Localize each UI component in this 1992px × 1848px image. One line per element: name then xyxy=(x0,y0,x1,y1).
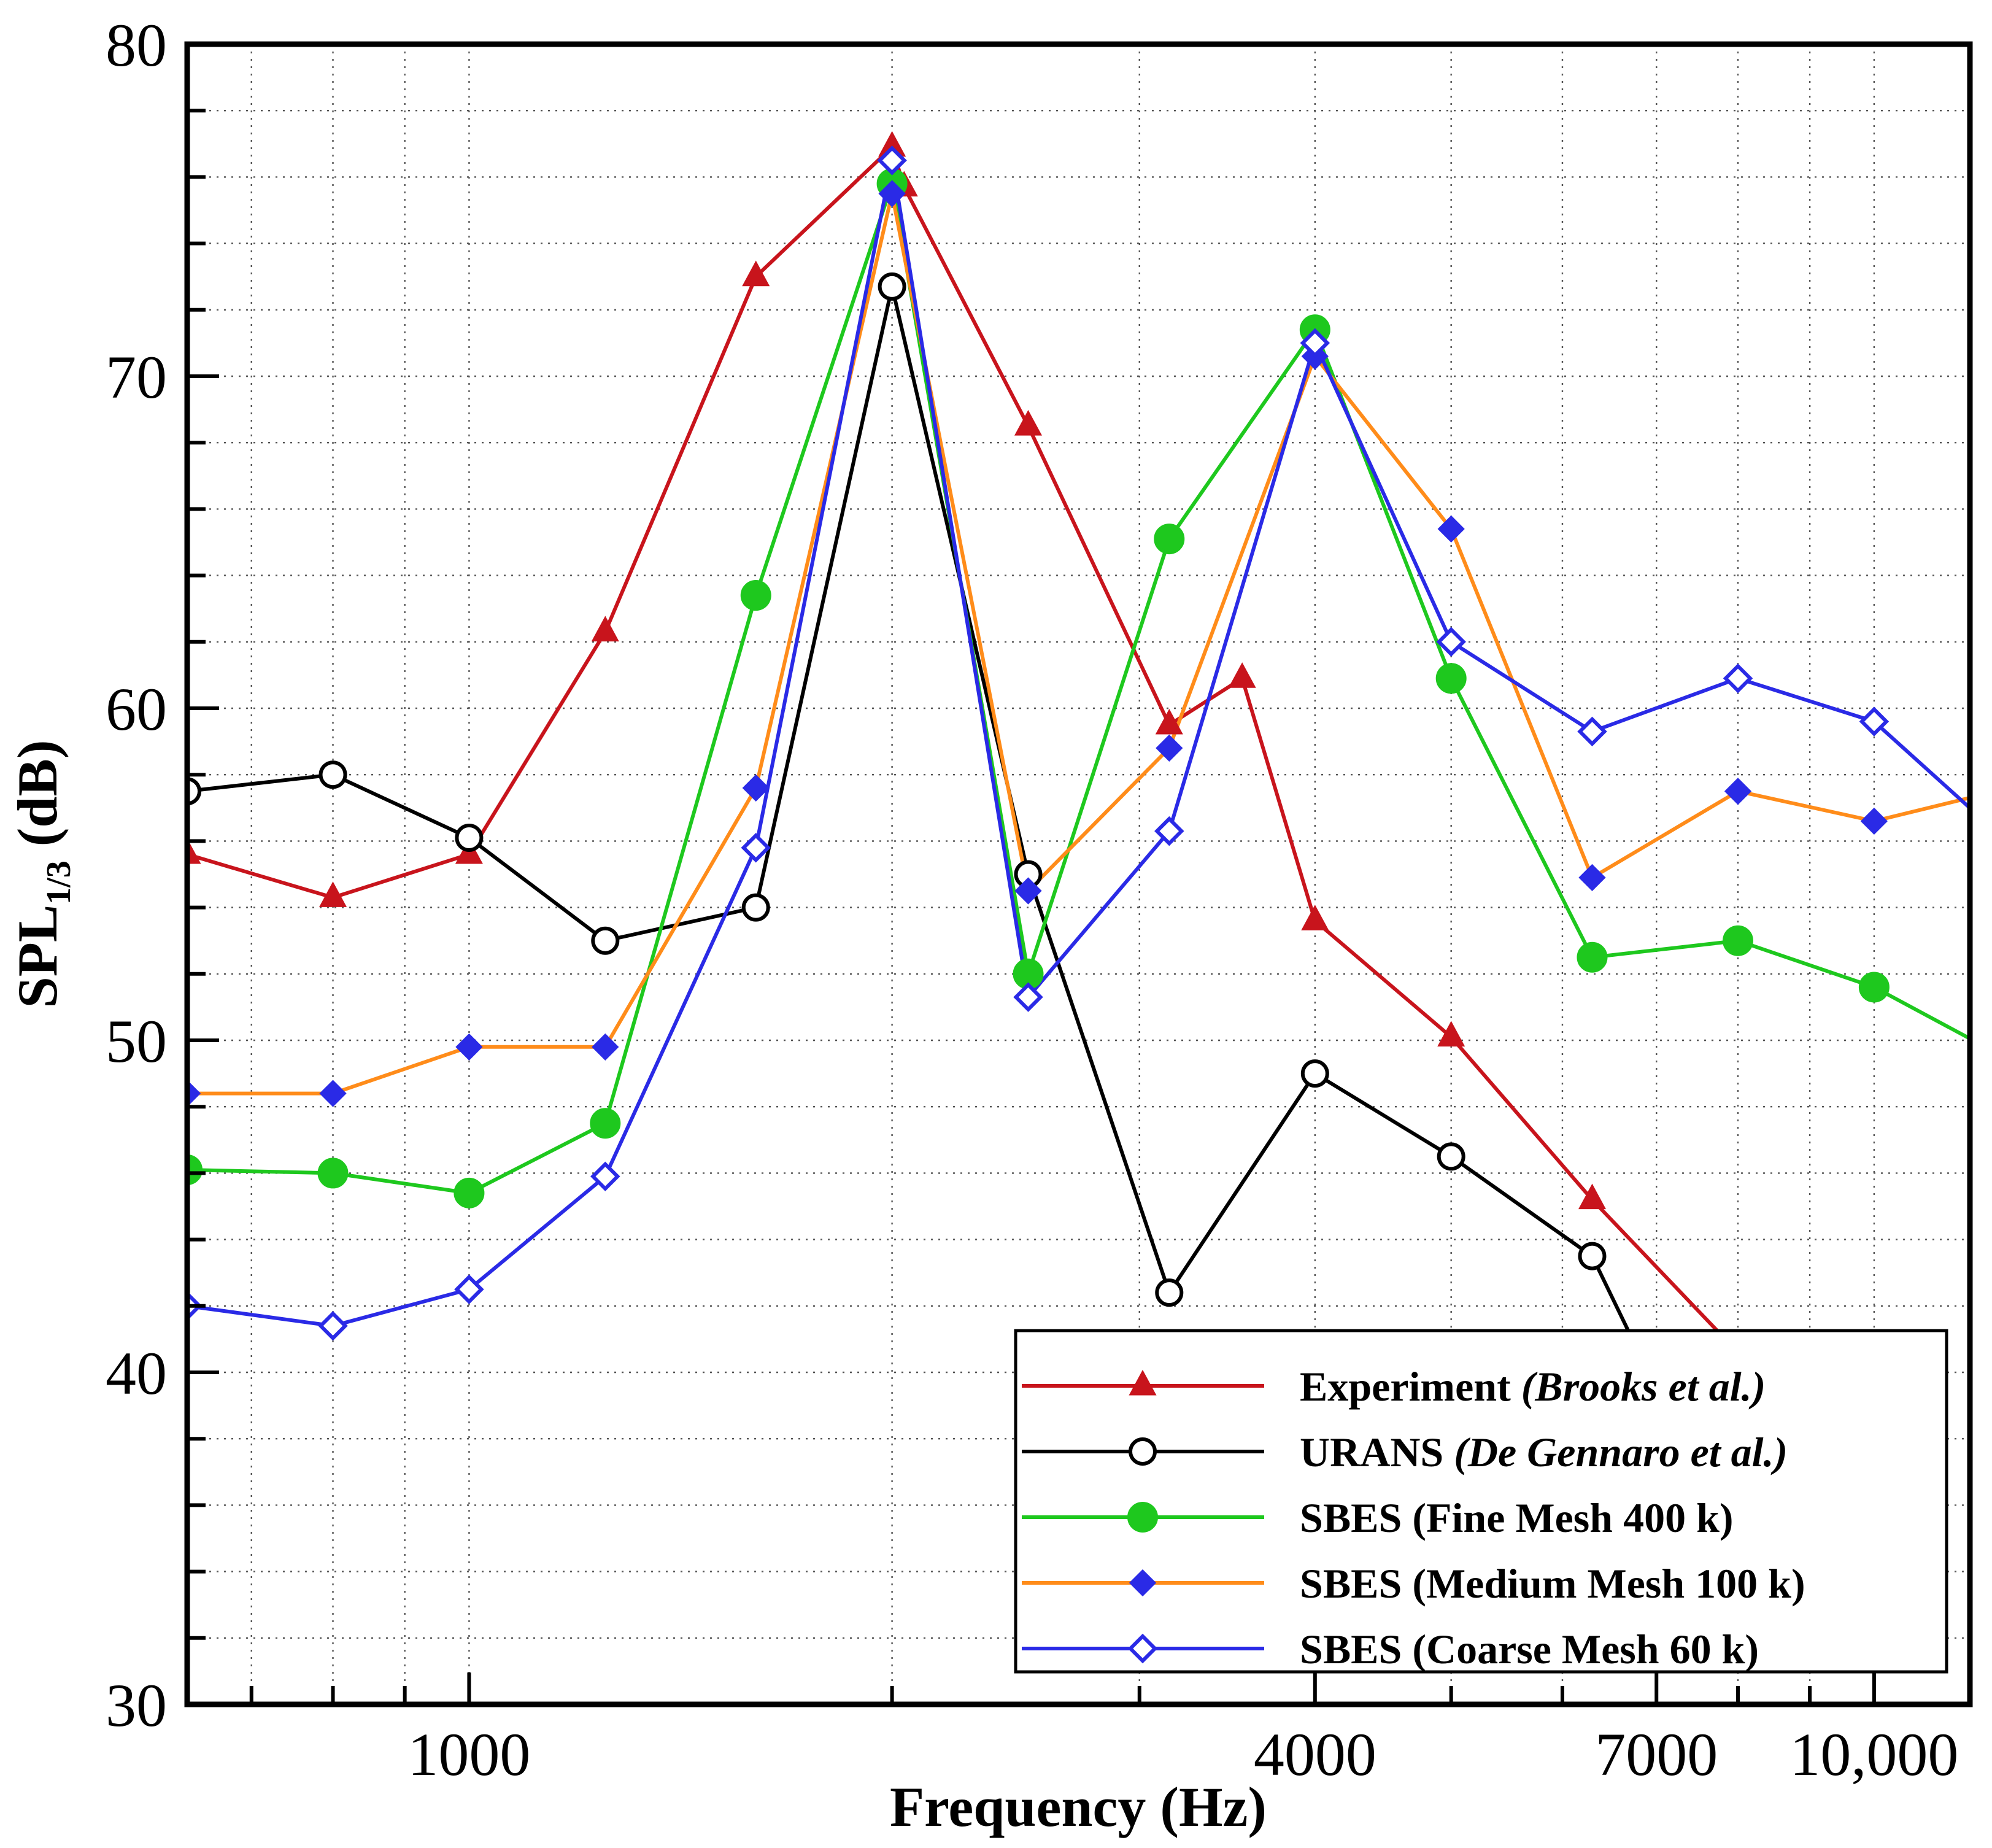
series-4-point xyxy=(741,832,771,863)
y-tick-label: 70 xyxy=(106,343,167,411)
series-0-point xyxy=(1578,1183,1606,1210)
series-0-point xyxy=(319,881,347,907)
series-markers xyxy=(187,131,1890,1404)
series-0-point xyxy=(1437,1021,1465,1047)
legend-swatch-marker-0 xyxy=(1129,1369,1157,1396)
x-axis-title: Frequency (Hz) xyxy=(890,1776,1267,1838)
legend: Experiment (Brooks et al.) URANS (De Genn… xyxy=(1014,1329,1948,1674)
series-0-point xyxy=(1155,708,1183,735)
legend-swatch-marker-2 xyxy=(1127,1502,1158,1533)
series-3-point xyxy=(1014,877,1042,905)
series-4-point xyxy=(1436,627,1466,657)
series-3-point xyxy=(592,1033,619,1061)
y-tick-label: 60 xyxy=(106,675,167,743)
x-tick-label: 1000 xyxy=(407,1720,530,1788)
legend-label-0: Experiment (Brooks et al.) xyxy=(1300,1363,1766,1410)
series-0-point xyxy=(742,260,770,287)
y-tick-label: 40 xyxy=(106,1339,167,1407)
y-tick-label: 30 xyxy=(106,1671,167,1739)
series-1-point xyxy=(1437,1142,1465,1171)
series-line-4 xyxy=(187,158,1970,1328)
series-0-point xyxy=(1228,662,1256,688)
x-tick-label: 7000 xyxy=(1595,1720,1718,1788)
legend-swatch-marker-3 xyxy=(1129,1569,1157,1597)
legend-label-name-0: Experiment xyxy=(1300,1363,1511,1410)
series-3-point xyxy=(1437,515,1465,543)
series-3-point xyxy=(1578,864,1606,892)
series-3-point xyxy=(187,1080,201,1107)
series-0-point xyxy=(187,838,201,864)
series-4-point xyxy=(877,145,907,176)
series-3-point xyxy=(1156,734,1183,762)
series-2-point xyxy=(187,1154,203,1185)
legend-swatch-marker-1 xyxy=(1129,1437,1157,1466)
legend-label-4: SBES (Coarse Mesh 60 k) xyxy=(1300,1626,1759,1672)
series-line-0 xyxy=(187,145,1740,1354)
series-4-point xyxy=(454,1274,484,1304)
series-1-point xyxy=(741,893,770,922)
legend-label-1: URANS (De Gennaro et al.) xyxy=(1300,1429,1788,1475)
y-axis-title-main: SPL xyxy=(6,905,69,1008)
series-0-point xyxy=(1301,905,1329,930)
series-2-point xyxy=(317,1158,349,1189)
series-1-point xyxy=(878,272,906,301)
y-axis-title: SPL1/3 (dB) xyxy=(6,740,78,1008)
series-3-point xyxy=(878,180,906,207)
legend-label-source-0: (Brooks et al.) xyxy=(1511,1363,1766,1410)
y-axis-title-subscript: 1/3 xyxy=(40,860,78,905)
series-4-point xyxy=(1013,982,1043,1012)
y-axis-title-unit: (dB) xyxy=(6,740,69,860)
series-1-point xyxy=(318,760,347,789)
series-4-point xyxy=(1154,816,1184,846)
series-3-point xyxy=(1724,778,1752,805)
series-line-3 xyxy=(187,191,1970,1096)
x-tick-label: 10,000 xyxy=(1789,1720,1958,1788)
series-0-point xyxy=(591,616,619,642)
legend-label-name-3: SBES (Medium Mesh 100 k) xyxy=(1300,1560,1805,1607)
plot-frame xyxy=(184,41,1973,1707)
legend-box xyxy=(1014,1329,1948,1674)
series-4-point xyxy=(1300,328,1330,358)
series-2-point xyxy=(1858,972,1890,1003)
series-1-point xyxy=(455,823,484,852)
legend-label-2: SBES (Fine Mesh 400 k) xyxy=(1300,1494,1734,1541)
legend-label-3: SBES (Medium Mesh 100 k) xyxy=(1300,1560,1805,1607)
axis-ticks xyxy=(187,109,1876,1704)
y-tick-label: 50 xyxy=(106,1007,167,1075)
x-tick-label: 4000 xyxy=(1254,1720,1376,1788)
series-1-point xyxy=(1300,1059,1329,1088)
series-line-1 xyxy=(187,284,1658,1390)
series-1-point xyxy=(591,926,620,955)
legend-label-name-4: SBES (Coarse Mesh 60 k) xyxy=(1300,1626,1759,1672)
series-2-point xyxy=(1723,925,1754,956)
legend-label-name-1: URANS xyxy=(1300,1429,1443,1475)
series-1-point xyxy=(187,777,201,806)
series-4-point xyxy=(1723,663,1753,694)
series-4-point xyxy=(1577,716,1607,747)
tick-labels: 1000 4000 7000 10,000 30 40 50 60 70 80 xyxy=(106,11,1958,1788)
y-tick-label: 80 xyxy=(106,11,167,79)
series-2-point xyxy=(1577,941,1608,973)
series-2-point xyxy=(740,580,771,611)
series-2-point xyxy=(1435,663,1467,694)
legend-swatch-marker-4 xyxy=(1127,1633,1158,1664)
series-3-point xyxy=(319,1080,347,1107)
legend-label-name-2: SBES (Fine Mesh 400 k) xyxy=(1300,1494,1734,1541)
series-0-point xyxy=(1014,409,1042,436)
series-3-point xyxy=(455,1033,483,1061)
series-4-point xyxy=(590,1161,620,1192)
series-3-point xyxy=(1860,807,1888,835)
series-3-point xyxy=(742,774,770,802)
series-line-2 xyxy=(187,182,1970,1195)
series-1-point xyxy=(1578,1242,1607,1270)
series-1-point xyxy=(1155,1278,1184,1307)
legend-label-source-1: (De Gennaro et al.) xyxy=(1443,1429,1788,1475)
series-4-point xyxy=(318,1311,348,1341)
series-4-point xyxy=(1859,706,1890,736)
series-2-point xyxy=(454,1177,485,1208)
series-2-point xyxy=(1154,524,1185,555)
series-2-point xyxy=(590,1108,621,1139)
